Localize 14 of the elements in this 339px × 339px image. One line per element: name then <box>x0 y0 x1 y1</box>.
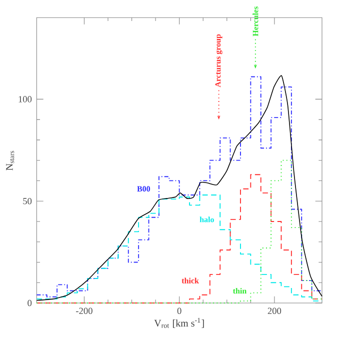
x-tick-label: -200 <box>76 308 92 314</box>
series-label: thin <box>232 288 246 294</box>
y-tick-label: 100 <box>18 96 32 102</box>
x-axis-title: V$_{rot}$ [km s$^{-1}$] <box>154 318 204 328</box>
x-tick-label: 0 <box>177 308 182 314</box>
y-tick-label: 50 <box>23 198 32 204</box>
y-axis-title: N$_{stars}$ <box>6 150 14 170</box>
y-tick-label: 0 <box>28 300 32 306</box>
annotation: Arcturus group <box>215 34 222 88</box>
x-tick-label: 200 <box>268 308 282 314</box>
series-label: thick <box>182 278 199 284</box>
series-label: halo <box>200 216 214 222</box>
annotation: Hercules <box>252 6 258 36</box>
series-label: B00 <box>137 186 150 192</box>
